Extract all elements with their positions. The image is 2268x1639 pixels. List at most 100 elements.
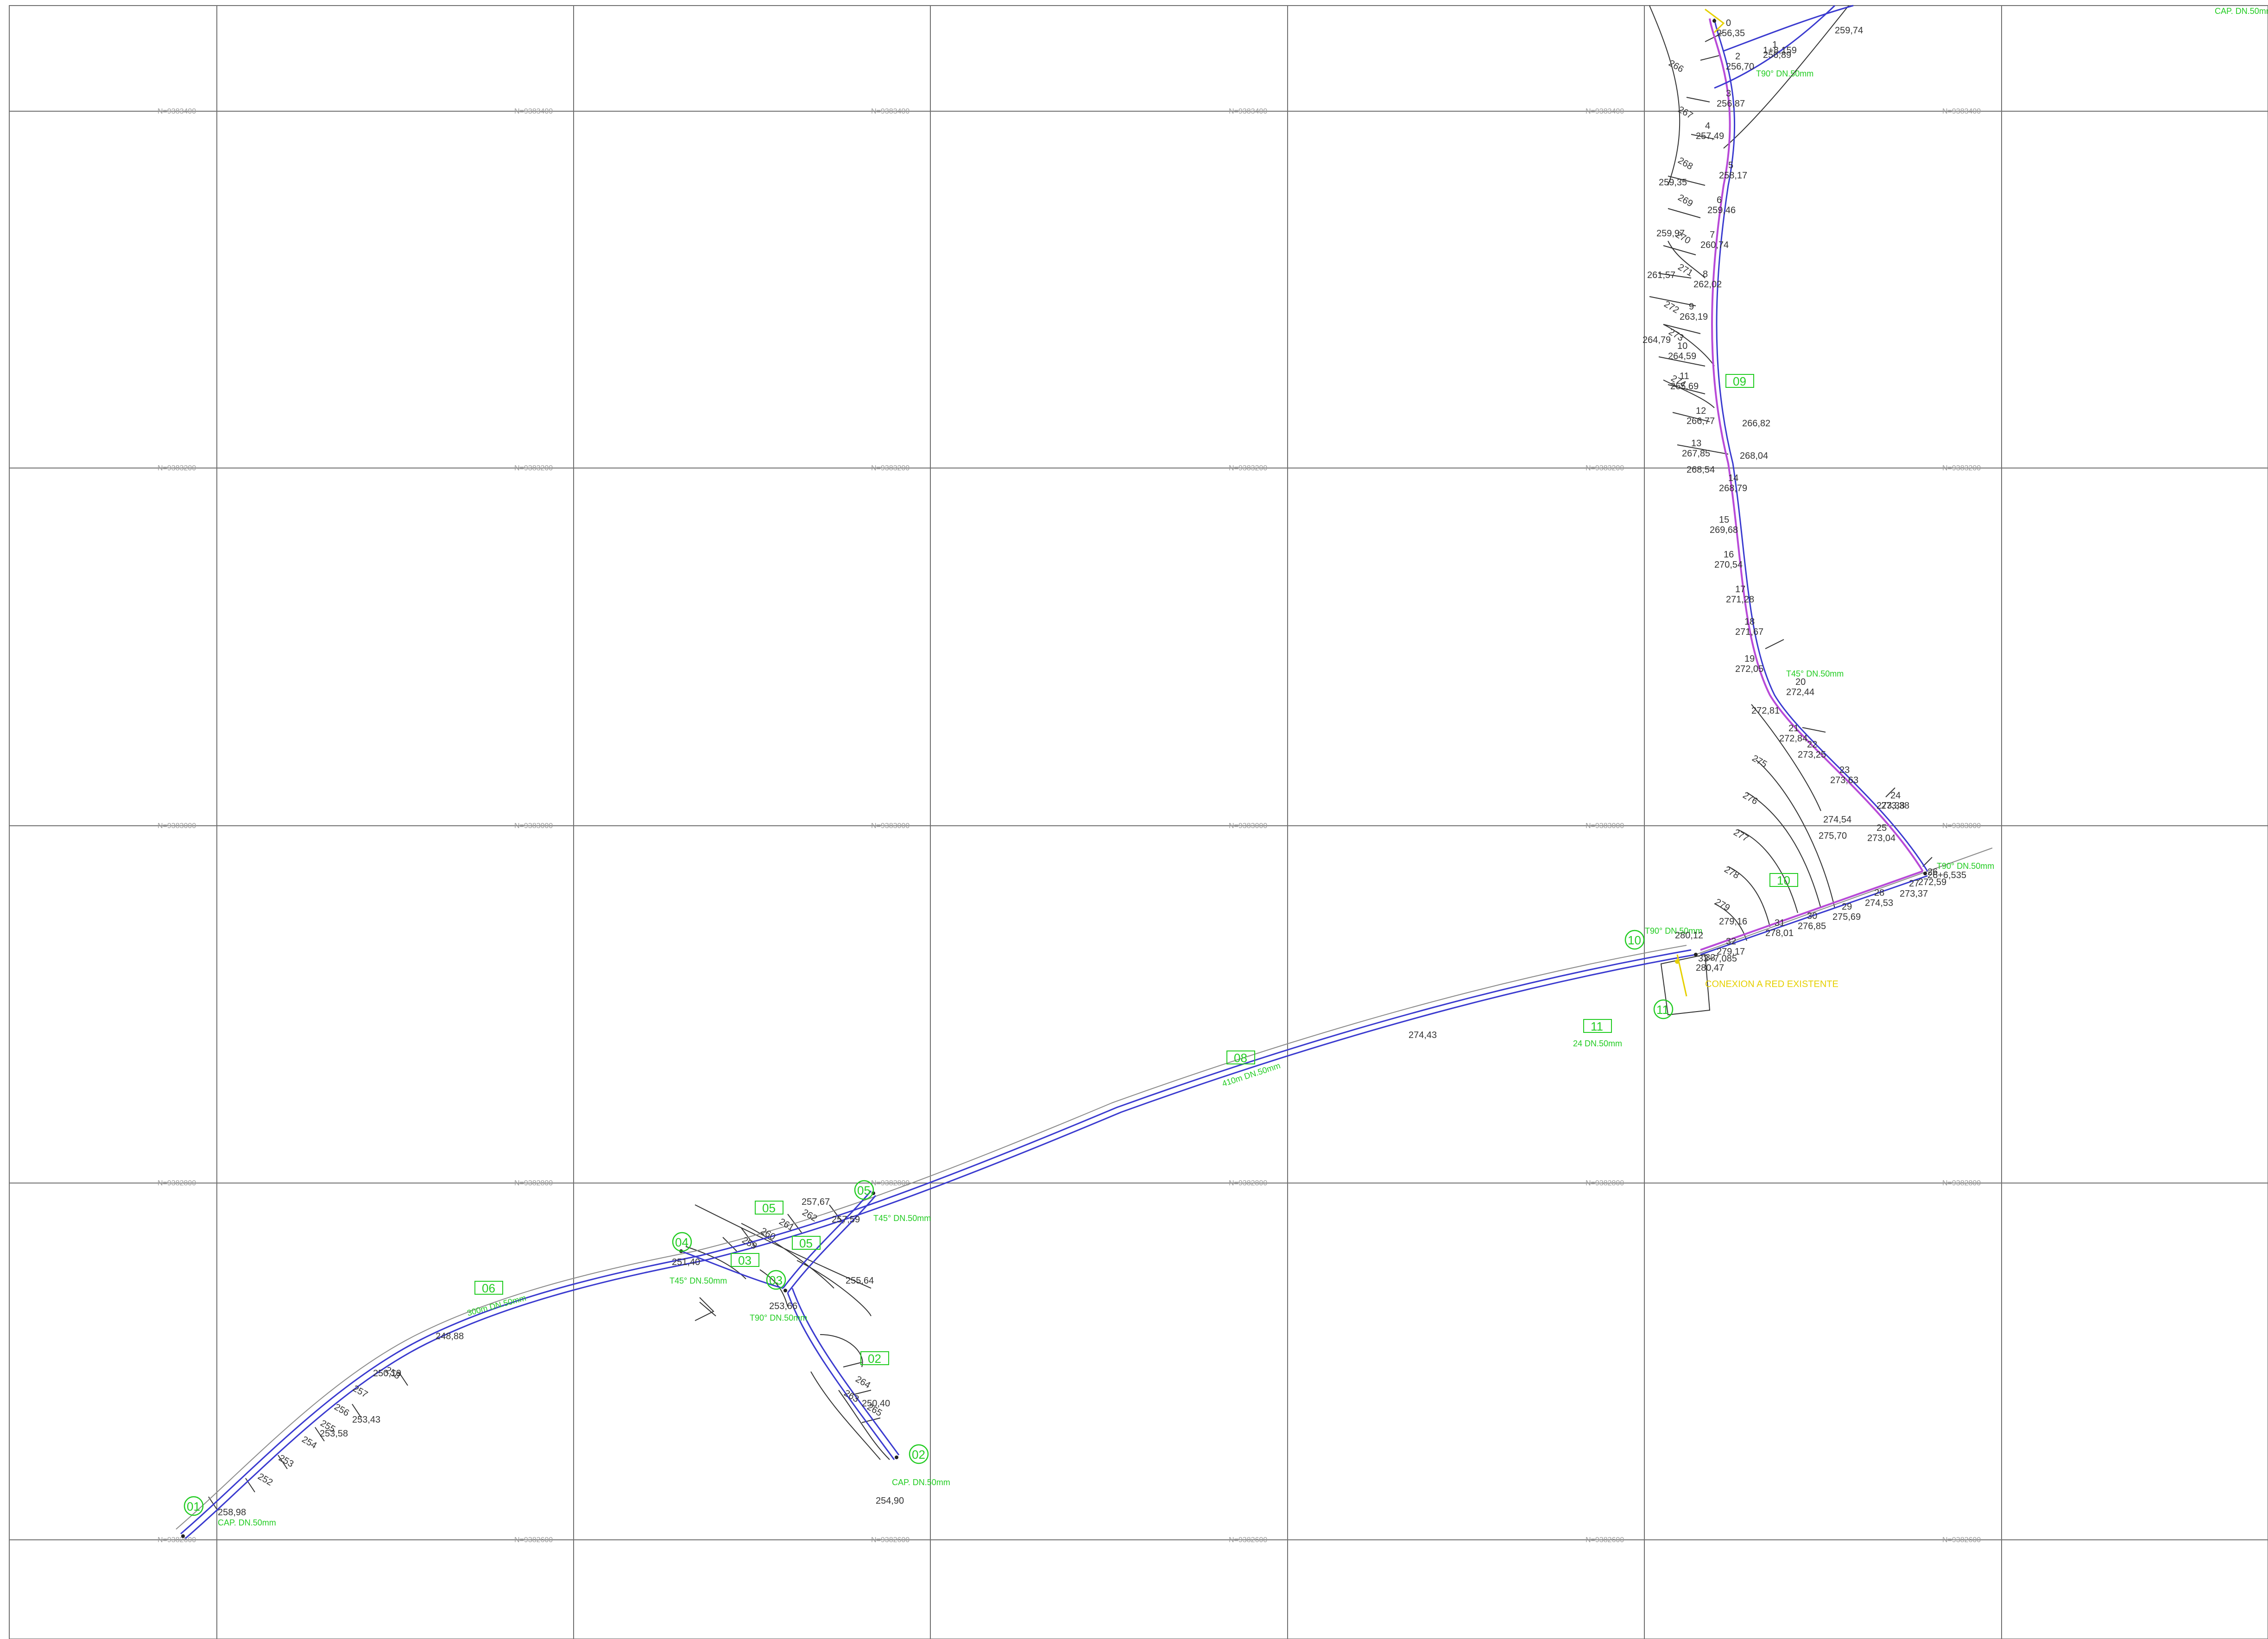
- contour-line: [759, 1269, 788, 1307]
- contour-line: [1663, 324, 1715, 367]
- contour-label: 275: [1750, 753, 1769, 770]
- station-elevation: 256,35: [1717, 28, 1745, 38]
- elevation-label: 250,40: [862, 1399, 890, 1409]
- box-tag-08: [1226, 1050, 1255, 1064]
- elevation-label: 259,35: [1659, 177, 1687, 188]
- station-number: 23: [1839, 765, 1850, 775]
- box-tag-09: [1725, 374, 1754, 388]
- station-number: 0: [1726, 18, 1731, 28]
- pipe-route-south-branch: [791, 1288, 900, 1455]
- circle-tags: 01 02 03 04 05 10 11: [183, 930, 1674, 1516]
- station-number: 19: [1744, 654, 1755, 664]
- contour-line: [1737, 829, 1798, 913]
- contour-tick: [352, 1404, 362, 1418]
- pipe-note: CAP. DN.50mm: [892, 1478, 950, 1487]
- connection-note: CONEXION A RED EXISTENTE: [1705, 979, 1838, 989]
- box-tag-03: [731, 1253, 759, 1267]
- contour-tick: [1691, 134, 1715, 139]
- station-label: 26+6,535: [1927, 870, 1966, 880]
- contour-label: 262: [801, 1207, 819, 1224]
- pipe-route-main: [180, 949, 1692, 1535]
- contour-line: [1751, 704, 1821, 811]
- elevation-label: 280,12: [1675, 930, 1703, 941]
- grid-north-label: N=9383200: [514, 464, 553, 472]
- pipe-route-connection: [1700, 875, 1928, 956]
- station-elevation: 268,79: [1719, 483, 1747, 494]
- station-number: 29: [1842, 902, 1852, 912]
- pipe-note: T45° DN.50mm: [670, 1276, 727, 1285]
- station-elevation: 256,87: [1717, 99, 1745, 109]
- circle-tag-text: 10: [1628, 933, 1641, 947]
- elevation-label: 250,19: [373, 1368, 401, 1379]
- pipe-node: [1694, 953, 1698, 956]
- grid-north-label: N=9382600: [1586, 1536, 1624, 1544]
- station-number: 12: [1696, 406, 1706, 416]
- grid-labels: N=9383400 N=9383400 N=9383400 N=9383400 …: [158, 108, 1981, 1544]
- contour-label: 278: [1723, 864, 1741, 881]
- station-elevation: 280,47: [1696, 963, 1724, 973]
- elevation-label: 253,58: [320, 1429, 348, 1439]
- grid-north-label: N=9382800: [1229, 1179, 1267, 1187]
- elevation-label: 275,70: [1819, 831, 1847, 841]
- station-elevation: 256,70: [1726, 62, 1754, 72]
- contour-label: 266: [1667, 58, 1686, 75]
- box-tags: 06 03 05 05 02 08 09 10 11: [474, 374, 1798, 1366]
- contour-line: [796, 1260, 872, 1316]
- elevation-label: 272,81: [1751, 706, 1780, 716]
- grid-north-label: N=9382600: [1229, 1536, 1267, 1544]
- station-number: 26: [1927, 867, 1938, 877]
- contour-line: [1649, 5, 1680, 186]
- station-elevation: 272,44: [1786, 687, 1814, 697]
- pipe-notes: CAP. DN.50mm CAP. DN.50mm T90° DN.50mm T…: [218, 6, 2268, 1527]
- grid-north-label: N=9383000: [1942, 822, 1981, 830]
- elevation-label: 268,54: [1687, 465, 1715, 475]
- box-tag-text: 06: [482, 1281, 495, 1295]
- map-frame: [9, 5, 2268, 1639]
- contour-line: [810, 1371, 881, 1460]
- misc-elevations: 259,74 259,35 259,97 261,57 264,79 266,82 268,…: [218, 25, 1905, 1518]
- contour-line: [1663, 380, 1715, 408]
- box-tag-11: [1583, 1019, 1612, 1033]
- station-number: 3: [1726, 89, 1731, 99]
- station-elevation: 272,05: [1735, 664, 1763, 674]
- circle-tag-11: [1653, 999, 1674, 1019]
- contour-line: [1668, 240, 1706, 278]
- pipe-note: T90° DN.50mm: [1645, 926, 1702, 936]
- contour-line: [1714, 903, 1747, 941]
- elevation-label: 273,38: [1876, 801, 1905, 811]
- elevation-label: 268,04: [1740, 451, 1768, 461]
- contour-tick: [1885, 787, 1895, 797]
- station-elevation: 258,17: [1719, 171, 1747, 181]
- circle-tag-text: 05: [857, 1183, 871, 1197]
- pipe-node: [181, 1534, 185, 1538]
- contour-label: 276: [1741, 790, 1760, 807]
- station-number: 22: [1807, 740, 1817, 750]
- station-elevation: 270,54: [1714, 560, 1743, 570]
- station-elevation: 265,69: [1670, 381, 1699, 392]
- contour-tick: [1663, 245, 1696, 255]
- elevation-label: 248,88: [436, 1331, 464, 1342]
- station-number: 21: [1788, 723, 1799, 734]
- contour-ticks: [208, 32, 1933, 1511]
- grid-north-label: N=9382600: [871, 1536, 910, 1544]
- contour-line: [1728, 866, 1770, 927]
- box-tag-02: [860, 1351, 889, 1365]
- grid-north-label: N=9383200: [1942, 464, 1981, 472]
- circle-tag-04: [672, 1232, 692, 1252]
- pipe-node: [895, 1455, 898, 1459]
- elevation-label: 255,64: [846, 1276, 874, 1286]
- box-tag-text: 03: [738, 1253, 752, 1267]
- connection-marker: [1660, 8, 1725, 1016]
- grid-north-label: N=9383000: [1229, 822, 1267, 830]
- pipe-note: CAP. DN.50mm: [218, 1518, 276, 1527]
- pipe-note: T90° DN.50mm: [1937, 861, 1994, 871]
- contour-tick: [1658, 273, 1692, 278]
- grid-north-label: N=9383400: [1229, 108, 1267, 115]
- elevation-label: 259,74: [1835, 25, 1863, 36]
- circle-tag-text: 11: [1656, 1003, 1669, 1017]
- contour-line: [1746, 792, 1821, 909]
- contour-line: [741, 1223, 834, 1289]
- station-elevation: 260,74: [1700, 240, 1729, 250]
- station-number: 16: [1724, 550, 1734, 560]
- box-tag-text: 11: [1591, 1019, 1603, 1033]
